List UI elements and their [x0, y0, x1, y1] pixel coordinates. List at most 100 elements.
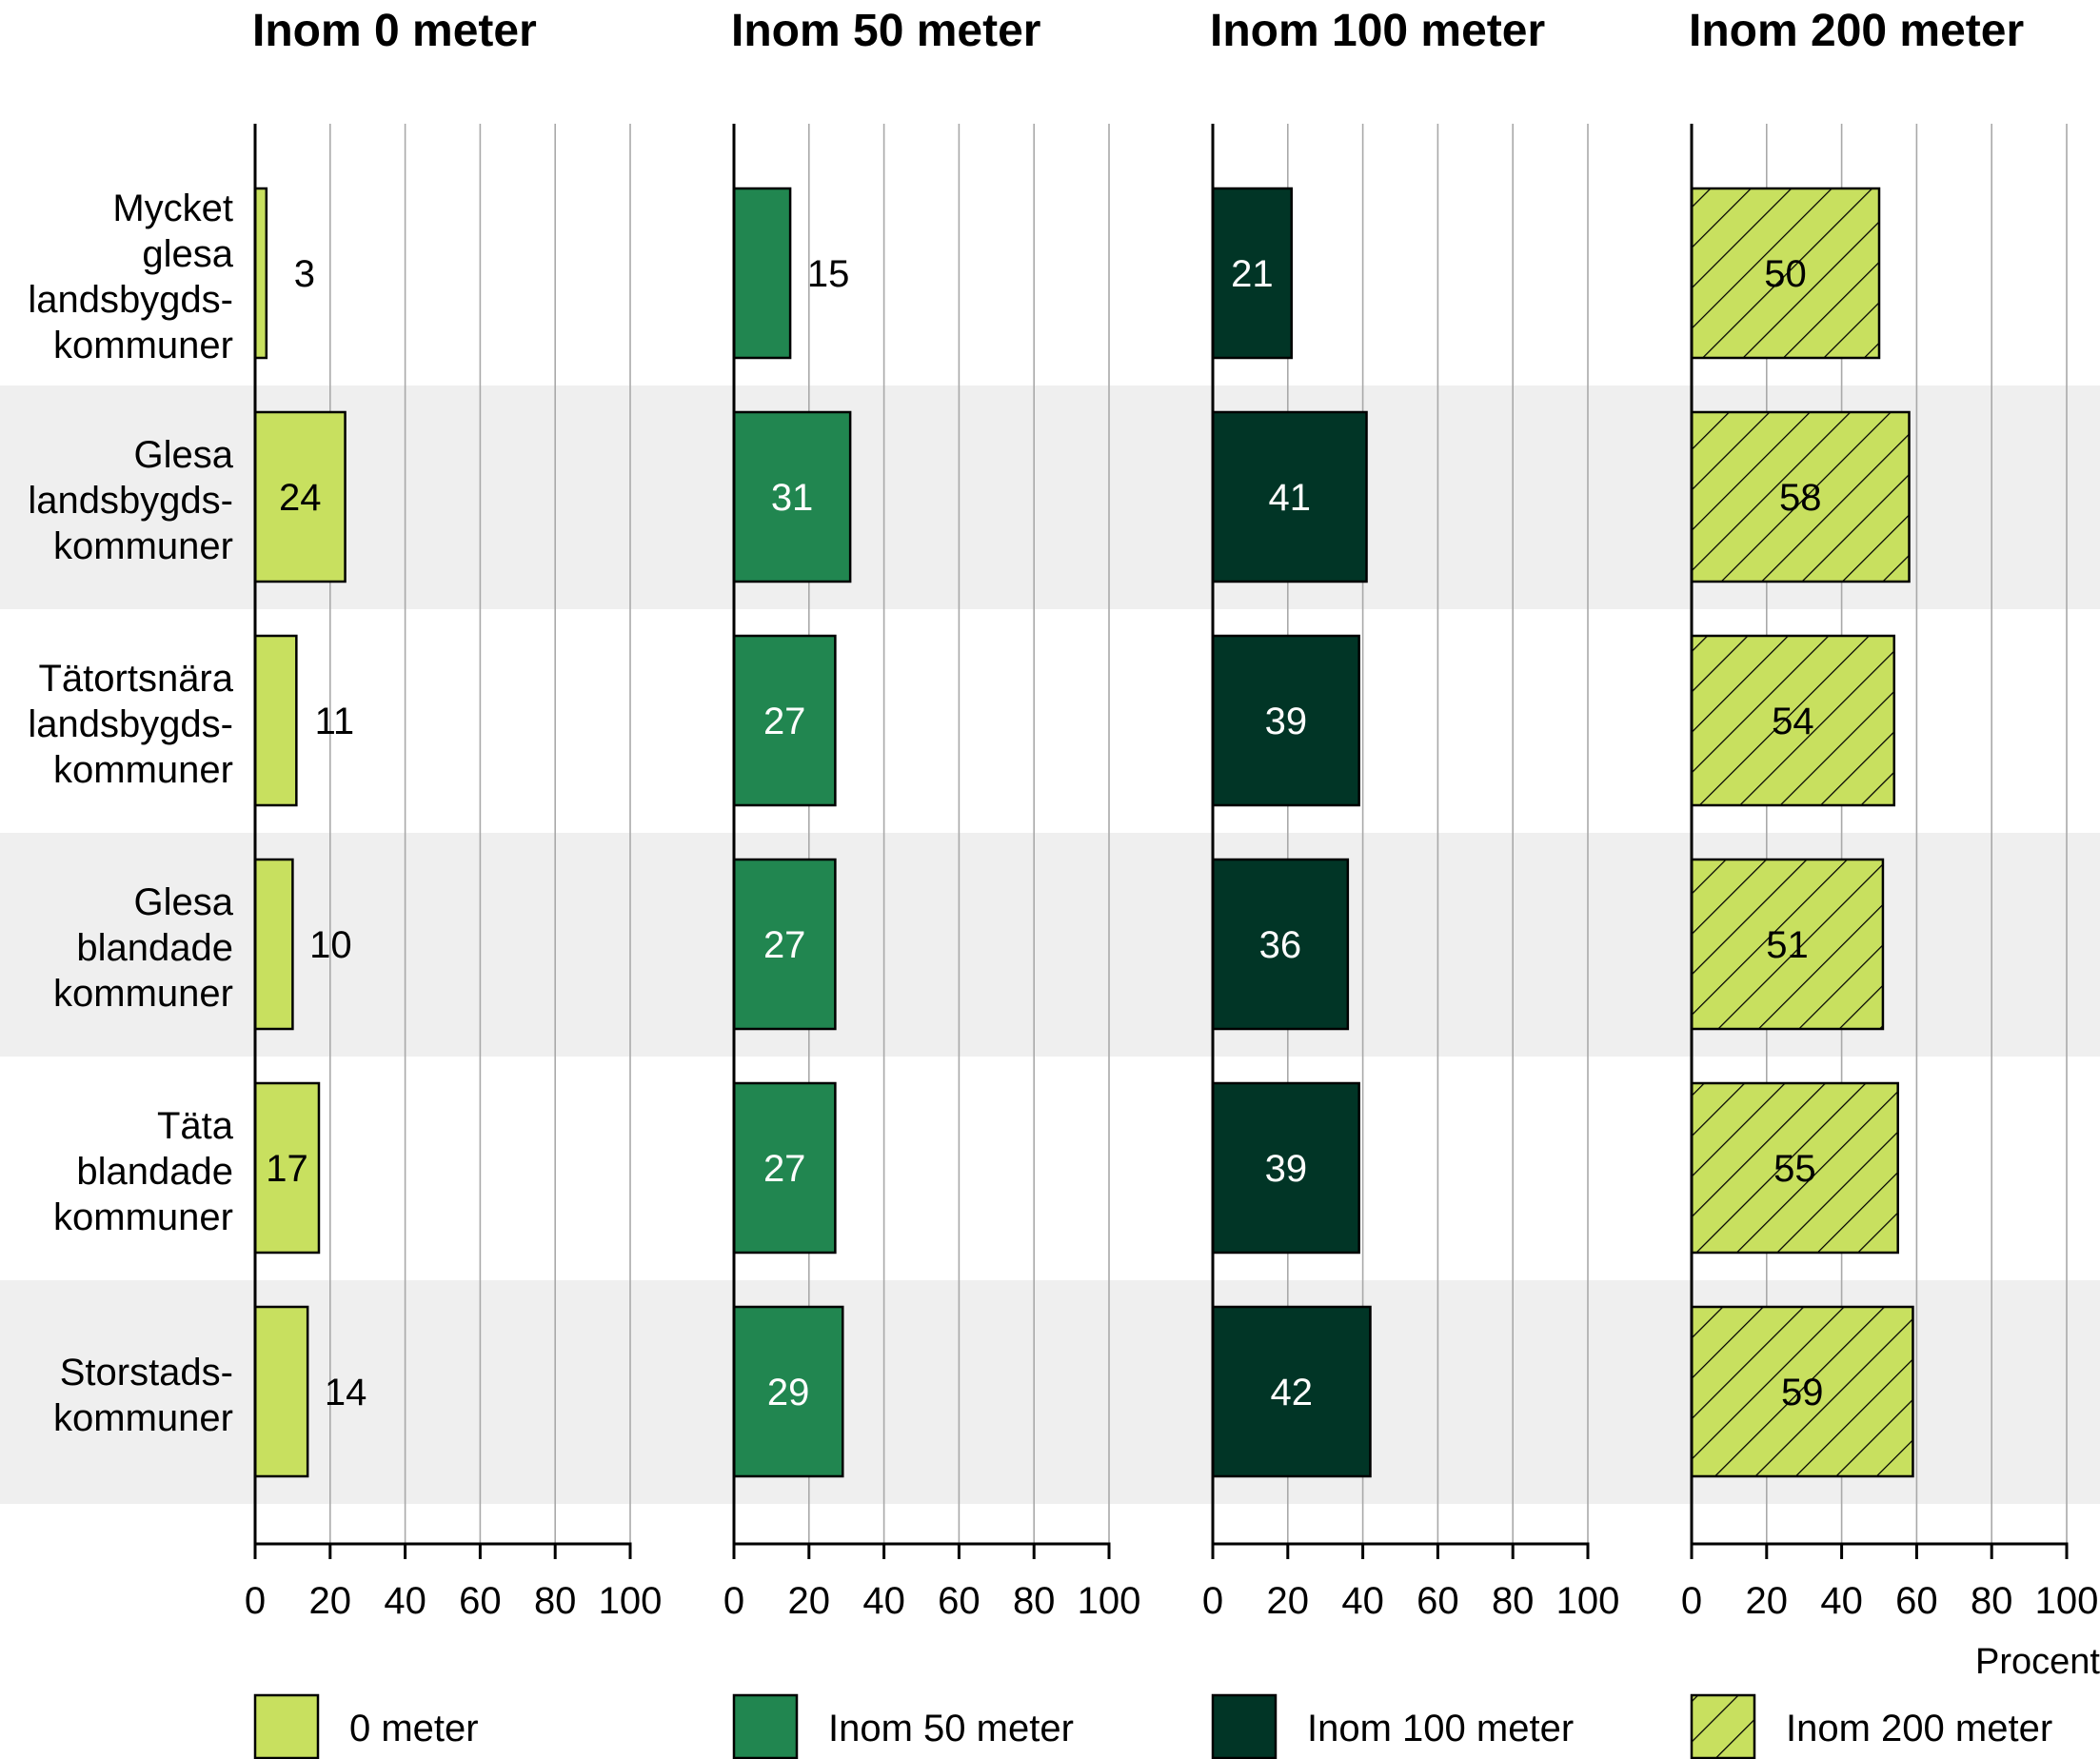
data-label: 39 — [1265, 701, 1308, 742]
legend-item: Inom 50 meter — [732, 1693, 1074, 1759]
legend-item: Inom 100 meter — [1211, 1693, 1574, 1759]
data-label: 17 — [266, 1148, 308, 1190]
category-label: glesa — [142, 233, 233, 275]
x-tick-label: 0 — [723, 1580, 744, 1622]
category-label: landsbygds- — [28, 279, 233, 321]
x-tick-label: 20 — [309, 1580, 352, 1622]
legend-label: Inom 200 meter — [1786, 1708, 2052, 1749]
x-tick-label: 20 — [1267, 1580, 1310, 1622]
category-label: kommuner — [53, 749, 233, 791]
x-tick-label: 40 — [1341, 1580, 1384, 1622]
data-label: 51 — [1766, 924, 1809, 966]
category-label: Storstads- — [60, 1352, 233, 1393]
category-label: kommuner — [53, 525, 233, 567]
data-label: 55 — [1773, 1148, 1816, 1190]
x-tick-label: 20 — [788, 1580, 831, 1622]
data-label: 27 — [763, 1148, 806, 1190]
category-label: kommuner — [53, 325, 233, 366]
category-labels: Mycketglesalandsbygds-kommunerGlesalands… — [28, 188, 233, 1439]
panel-2: Inom 100 meter 21 41 39 36 39 42 0 20 40 60 80 100 — [1202, 6, 1620, 1622]
data-label: 59 — [1781, 1372, 1824, 1413]
bar — [253, 858, 294, 1031]
data-label: 50 — [1764, 253, 1807, 295]
panel-title: Inom 200 meter — [1689, 6, 2024, 56]
category-label: Täta — [157, 1105, 234, 1147]
data-label: 41 — [1269, 477, 1312, 519]
panel-title: Inom 50 meter — [731, 6, 1040, 56]
x-axis-label: Procent — [1975, 1642, 2100, 1682]
data-label: 39 — [1265, 1148, 1308, 1190]
category-label: Glesa — [134, 881, 234, 923]
legend-swatch — [1690, 1693, 1756, 1759]
x-tick-label: 100 — [1556, 1580, 1620, 1622]
panel-1: Inom 50 meter 15 31 27 27 27 29 0 20 40 60 80 100 — [723, 6, 1141, 1622]
x-tick-label: 0 — [1202, 1580, 1223, 1622]
bar — [1211, 1081, 1360, 1255]
x-tick-label: 80 — [1492, 1580, 1535, 1622]
legend-label: Inom 100 meter — [1307, 1708, 1574, 1749]
data-label: 14 — [325, 1372, 367, 1413]
bar — [1690, 187, 1881, 360]
bar — [1211, 1305, 1372, 1478]
legend-item: Inom 200 meter — [1690, 1693, 2052, 1759]
bar — [732, 410, 852, 583]
bar — [732, 1305, 844, 1478]
data-label: 24 — [279, 477, 322, 519]
data-label: 15 — [807, 253, 850, 295]
category-label: Tätortsnära — [38, 658, 233, 700]
bar — [732, 634, 837, 807]
bar — [732, 858, 837, 1031]
bar — [253, 187, 268, 360]
x-tick-label: 40 — [862, 1580, 905, 1622]
data-label: 11 — [315, 701, 355, 742]
legend-item: 0 meter — [253, 1693, 479, 1759]
bar — [1690, 1305, 1914, 1478]
x-tick-label: 60 — [1417, 1580, 1459, 1622]
bar — [1690, 410, 1911, 583]
x-tick-label: 100 — [599, 1580, 663, 1622]
x-tick-label: 60 — [459, 1580, 502, 1622]
data-label: 29 — [767, 1372, 810, 1413]
data-label: 21 — [1231, 253, 1274, 295]
category-label: blandade — [76, 1151, 233, 1193]
data-label: 10 — [309, 924, 352, 966]
bar — [253, 1081, 321, 1255]
category-label: kommuner — [53, 1397, 233, 1439]
panel-3: Inom 200 meter 50 58 54 51 55 59 0 20 40 60 80 100 — [1681, 6, 2099, 1622]
bar — [1690, 1081, 1899, 1255]
data-label: 58 — [1779, 477, 1822, 519]
bar — [253, 410, 347, 583]
x-tick-label: 0 — [1681, 1580, 1702, 1622]
category-label: blandade — [76, 927, 233, 969]
bar — [1211, 858, 1350, 1031]
legend: 0 meter Inom 50 meter Inom 100 meter Inom 2… — [253, 1693, 2052, 1759]
bar — [732, 187, 792, 360]
panel-title: Inom 100 meter — [1210, 6, 1545, 56]
x-tick-label: 80 — [1971, 1580, 2013, 1622]
x-tick-label: 100 — [1078, 1580, 1141, 1622]
bar — [732, 1081, 837, 1255]
x-tick-label: 80 — [534, 1580, 577, 1622]
legend-label: Inom 50 meter — [828, 1708, 1074, 1749]
x-tick-label: 60 — [1895, 1580, 1938, 1622]
chart-panels: Inom 0 meter 3 24 11 10 17 14 0 20 40 60 80 100 Inom … — [245, 6, 2099, 1622]
category-label: kommuner — [53, 973, 233, 1015]
legend-swatch — [253, 1693, 320, 1759]
x-tick-label: 60 — [938, 1580, 981, 1622]
bar — [1211, 410, 1368, 583]
category-label: Mycket — [112, 188, 233, 229]
legend-label: 0 meter — [349, 1708, 479, 1749]
x-tick-label: 100 — [2035, 1580, 2099, 1622]
x-tick-label: 80 — [1013, 1580, 1056, 1622]
panel-0: Inom 0 meter 3 24 11 10 17 14 0 20 40 60 80 100 — [245, 6, 663, 1622]
legend-swatch — [732, 1693, 799, 1759]
bar — [253, 634, 298, 807]
bar — [1211, 187, 1293, 360]
data-label: 3 — [294, 253, 315, 295]
x-tick-label: 40 — [384, 1580, 426, 1622]
category-label: kommuner — [53, 1196, 233, 1238]
panel-title: Inom 0 meter — [252, 6, 537, 56]
category-label: Glesa — [134, 434, 234, 476]
category-label: landsbygds- — [28, 480, 233, 522]
